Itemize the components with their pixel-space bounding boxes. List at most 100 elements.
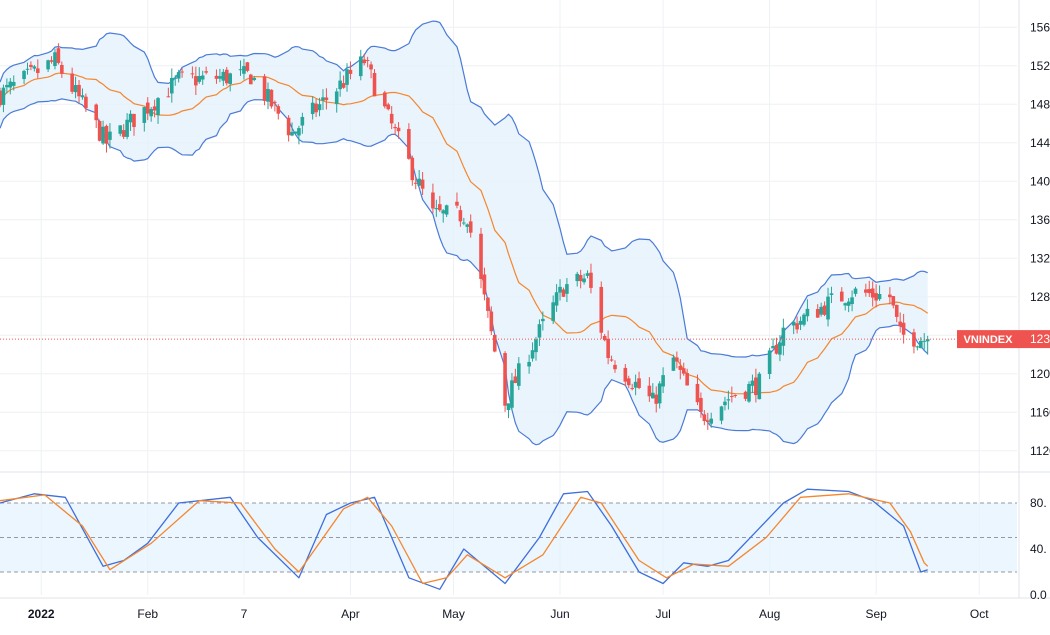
candle-body: [877, 294, 882, 300]
candle-body: [530, 350, 535, 359]
candle-body: [726, 399, 731, 401]
candle-body: [35, 68, 40, 73]
candle-body: [853, 288, 858, 294]
candle-body: [623, 367, 628, 382]
candle-body: [912, 332, 916, 347]
candle-body: [798, 320, 803, 325]
candle-body: [795, 323, 799, 330]
candle-body: [145, 102, 150, 114]
stochastic-layer: [0, 488, 1017, 590]
candle-body: [918, 340, 923, 349]
price-tick-label: 1360: [1030, 213, 1050, 227]
labels-layer: VNINDEX 123: [0, 330, 1050, 349]
candle-body: [204, 71, 208, 73]
candle-body: [561, 289, 566, 297]
candle-body: [822, 305, 827, 315]
candle-body: [444, 205, 449, 215]
candle-body: [22, 70, 26, 80]
candle-body: [269, 89, 274, 107]
candle-body: [60, 64, 64, 74]
candle-body: [84, 96, 88, 109]
candle-body: [276, 106, 281, 114]
candle-body: [534, 339, 538, 353]
candle-body: [602, 335, 607, 341]
candle-body: [894, 304, 899, 317]
candle-body: [465, 224, 470, 227]
candle-body: [462, 222, 466, 224]
candle-body: [815, 309, 820, 318]
candle-body: [321, 97, 325, 101]
symbol-label: VNINDEX: [964, 334, 1014, 346]
candle-body: [527, 361, 531, 367]
candle-body: [747, 383, 751, 402]
candle-body: [489, 311, 494, 332]
candle-body: [867, 289, 872, 294]
candle-body: [77, 84, 81, 97]
price-tick-label: 1200: [1030, 367, 1050, 381]
candle-body: [626, 378, 631, 386]
candle-body: [108, 131, 112, 140]
candle-body: [348, 69, 353, 74]
candle-body: [441, 210, 446, 214]
candle-body: [554, 292, 559, 306]
candle-body: [383, 92, 387, 107]
candle-body: [173, 77, 178, 79]
candle-body: [152, 106, 157, 111]
candle-body: [891, 296, 896, 306]
candle-body: [791, 321, 796, 326]
candle-body: [70, 73, 74, 92]
price-tick-label: 1440: [1030, 136, 1050, 150]
candle-body: [338, 80, 342, 90]
candle-body: [685, 373, 689, 386]
price-tick-label: 1320: [1030, 251, 1050, 265]
candle-body: [819, 306, 823, 315]
stoch-tick-label: 80.: [1030, 496, 1047, 510]
candle-body: [733, 394, 738, 396]
candle-body: [437, 204, 442, 211]
candle-body: [341, 83, 346, 88]
price-tick-label: 1160: [1030, 405, 1050, 419]
candle-body: [874, 293, 878, 301]
candle-body: [647, 385, 652, 397]
candle-body: [393, 126, 397, 129]
candle-body: [121, 130, 126, 137]
stoch-k-line: [0, 488, 928, 590]
candle-body: [922, 340, 927, 342]
candle-body: [286, 117, 291, 136]
candle-body: [125, 119, 129, 137]
candle-body: [850, 297, 854, 305]
candle-body: [506, 403, 511, 411]
candle-body: [479, 233, 483, 279]
candle-body: [503, 353, 507, 406]
candle-body: [369, 64, 373, 70]
candle-body: [537, 324, 542, 338]
price-tick-label: 1120: [1030, 444, 1050, 458]
candle-body: [365, 60, 370, 62]
candle-body: [709, 418, 714, 424]
candle-body: [757, 373, 762, 400]
candle-body: [723, 401, 727, 406]
candle-body: [142, 107, 147, 123]
candle-body: [197, 76, 202, 82]
last-price-badge: [1019, 330, 1050, 349]
price-tick-label: 1280: [1030, 290, 1050, 304]
candle-body: [657, 383, 662, 404]
candle-body: [407, 129, 411, 159]
candle-body: [843, 303, 848, 306]
candle-body: [389, 113, 394, 124]
symbol-badge: [957, 330, 1019, 349]
candle-body: [11, 82, 16, 86]
candle-body: [410, 157, 415, 181]
candle-body: [190, 73, 195, 75]
candle-body: [249, 74, 253, 85]
candle-body: [781, 327, 786, 346]
candle-body: [372, 72, 377, 97]
candle-body: [228, 73, 232, 84]
candle-body: [702, 414, 707, 422]
candle-body: [317, 104, 322, 111]
candle-body: [705, 420, 710, 422]
candle-body: [633, 381, 638, 388]
candle-body: [218, 76, 222, 79]
